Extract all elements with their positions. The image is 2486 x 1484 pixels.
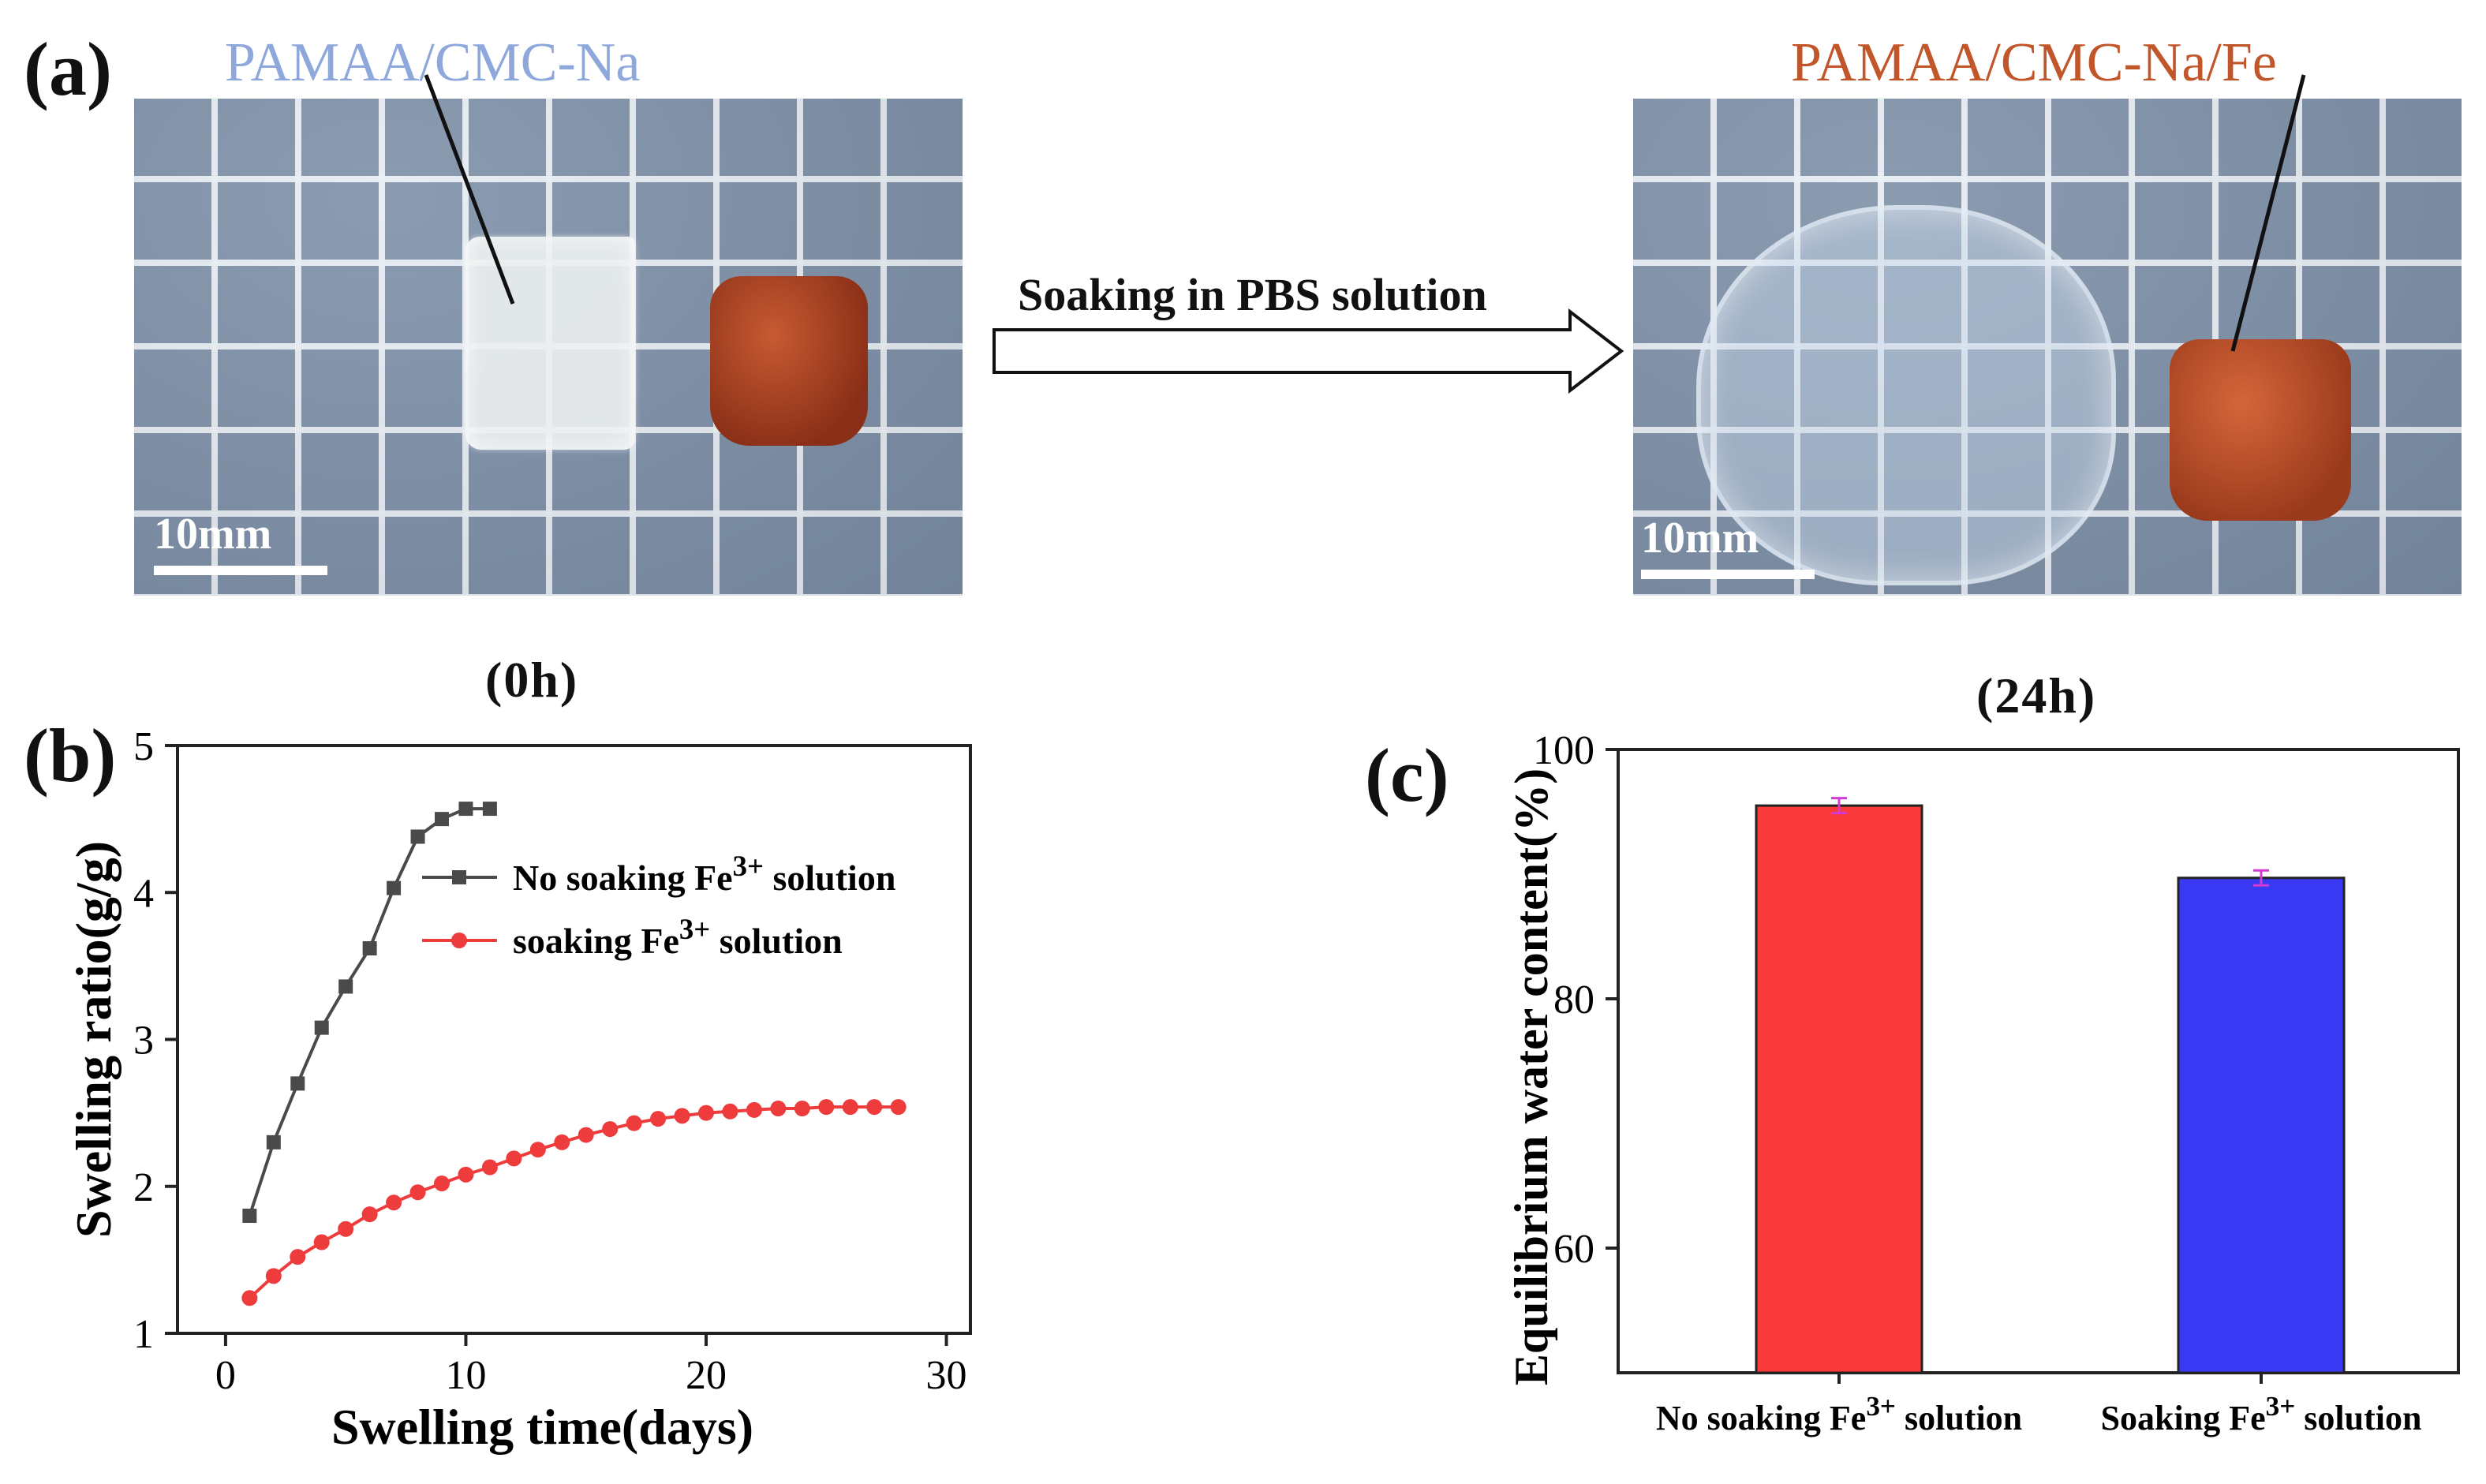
- bar-1: [1755, 804, 1923, 1374]
- clear-hydrogel: [465, 237, 635, 450]
- left-scale-label: 10mm: [154, 510, 272, 559]
- panel-c-letter: (c): [1365, 733, 1449, 817]
- series-2-point: [626, 1115, 642, 1131]
- process-arrow: [993, 308, 1624, 394]
- series-2-point: [578, 1127, 594, 1143]
- chart-c-ylabel: Equilibrium water content(%): [1505, 768, 1557, 1385]
- series-1-point: [387, 880, 402, 895]
- left-time-label: (0h): [485, 652, 579, 708]
- legend-marker-2: [451, 933, 467, 948]
- series-2-point: [746, 1101, 762, 1118]
- series-1-point: [314, 1020, 329, 1035]
- swelling-ratio-chart: 0 10 20 30 1 2 3 4 5 Swelling time(days) Swelling …: [65, 724, 972, 1455]
- legend-label-1: No soaking Fe3+ solution: [513, 850, 895, 898]
- series-1-point: [410, 829, 425, 844]
- left-material-label: PAMAA/CMC-Na: [225, 32, 641, 93]
- series-1-point: [290, 1076, 305, 1091]
- right-pointer-line: [2230, 74, 2306, 352]
- y-tick-label: 3: [133, 1019, 154, 1063]
- left-scale-bar: [154, 566, 327, 575]
- y-tick-label: 1: [133, 1312, 154, 1357]
- x-tick-label: 10: [445, 1353, 486, 1398]
- y-tick-label: 60: [1553, 1227, 1594, 1272]
- y-tick-label: 5: [133, 724, 154, 769]
- series-2-point: [338, 1220, 354, 1237]
- legend-marker-1: [452, 870, 466, 884]
- series-2-point: [674, 1108, 690, 1124]
- series-2-point: [818, 1099, 835, 1116]
- series-2-point: [842, 1099, 858, 1116]
- bar-2: [2177, 877, 2346, 1374]
- iron-hydrogel-soaked: [2170, 339, 2351, 521]
- series-1-point: [458, 802, 473, 817]
- left-hydrogel-photo: 10mm: [134, 99, 963, 596]
- right-material-label: PAMAA/CMC-Na/Fe: [1791, 32, 2277, 93]
- series-2-point: [409, 1184, 426, 1201]
- series-2-point: [890, 1099, 907, 1116]
- iron-hydrogel: [710, 276, 868, 446]
- series-2-point: [506, 1150, 522, 1167]
- category-label-1: No soaking Fe3+ solution: [1656, 1391, 2022, 1437]
- chart-c-frame: [1617, 748, 2460, 1374]
- pointer-lines: [424, 74, 2306, 352]
- series-2-point: [722, 1103, 738, 1120]
- series-2-point: [434, 1176, 450, 1192]
- left-pointer-line: [424, 74, 515, 305]
- chart-b-xlabel: Swelling time(days): [331, 1399, 753, 1455]
- chart-b-frame: [176, 744, 972, 1335]
- series-1-point: [338, 979, 353, 994]
- series-2-point: [770, 1101, 787, 1117]
- y-tick-label: 2: [133, 1165, 154, 1210]
- process-arrow-shape: [993, 308, 1624, 394]
- category-label-2: Soaking Fe3+ solution: [2101, 1391, 2422, 1437]
- series-2-point: [650, 1111, 667, 1127]
- chart-b-ylabel: Swelling ratio(g/g): [65, 841, 121, 1238]
- series-2-point: [361, 1206, 378, 1223]
- right-hydrogel-photo: 10mm: [1633, 99, 2462, 596]
- y-tick-label: 80: [1553, 977, 1594, 1022]
- series-2-point: [265, 1268, 282, 1284]
- panel-b-letter: (b): [24, 713, 117, 798]
- series-2-point: [313, 1234, 330, 1250]
- legend-label-2: soaking Fe3+ solution: [513, 913, 843, 961]
- error-bar-2: [2253, 869, 2269, 887]
- series-2-point: [554, 1134, 570, 1150]
- series-2-point: [386, 1194, 402, 1211]
- series-2-point: [241, 1290, 258, 1306]
- series-2-point: [458, 1166, 474, 1183]
- series-2-line: [249, 1105, 899, 1299]
- series-2-point: [481, 1159, 498, 1176]
- x-tick-label: 20: [686, 1353, 727, 1398]
- series-1-point: [435, 812, 449, 827]
- series-1-point: [242, 1209, 257, 1223]
- series-2-point: [602, 1121, 619, 1138]
- series-1-line: [248, 807, 490, 1217]
- right-scale-bar: [1641, 570, 1815, 579]
- x-tick-label: 0: [215, 1353, 236, 1398]
- series-2-point: [290, 1249, 306, 1265]
- series-1-point: [266, 1134, 281, 1149]
- series-2-point: [698, 1105, 714, 1121]
- series-2-point: [529, 1142, 546, 1158]
- right-scale-label: 10mm: [1641, 514, 1759, 563]
- swollen-hydrogel: [1696, 205, 2116, 585]
- series-1-point: [482, 802, 497, 817]
- y-tick-label: 4: [133, 871, 154, 916]
- series-1-point: [362, 941, 377, 956]
- error-bar-1: [1831, 797, 1847, 815]
- x-tick-label: 30: [926, 1353, 967, 1398]
- process-arrow-label: Soaking in PBS solution: [1018, 269, 1487, 320]
- y-tick-label: 100: [1533, 728, 1594, 773]
- right-time-label: (24h): [1976, 667, 2097, 723]
- series-2-point: [866, 1099, 883, 1116]
- series-2-point: [794, 1101, 810, 1117]
- panel-a-letter: (a): [24, 27, 112, 111]
